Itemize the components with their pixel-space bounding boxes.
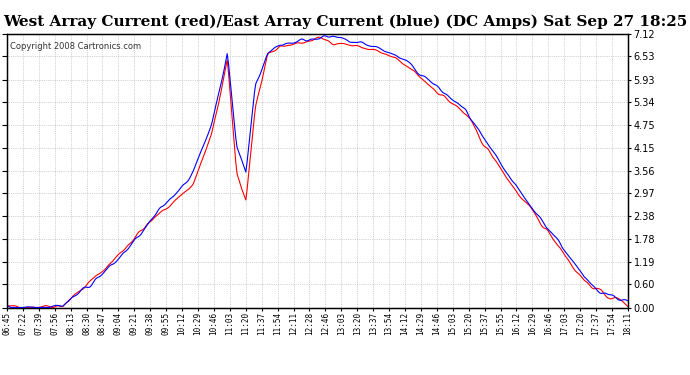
- Text: Copyright 2008 Cartronics.com: Copyright 2008 Cartronics.com: [10, 42, 141, 51]
- Text: West Array Current (red)/East Array Current (blue) (DC Amps) Sat Sep 27 18:25: West Array Current (red)/East Array Curr…: [3, 15, 687, 29]
